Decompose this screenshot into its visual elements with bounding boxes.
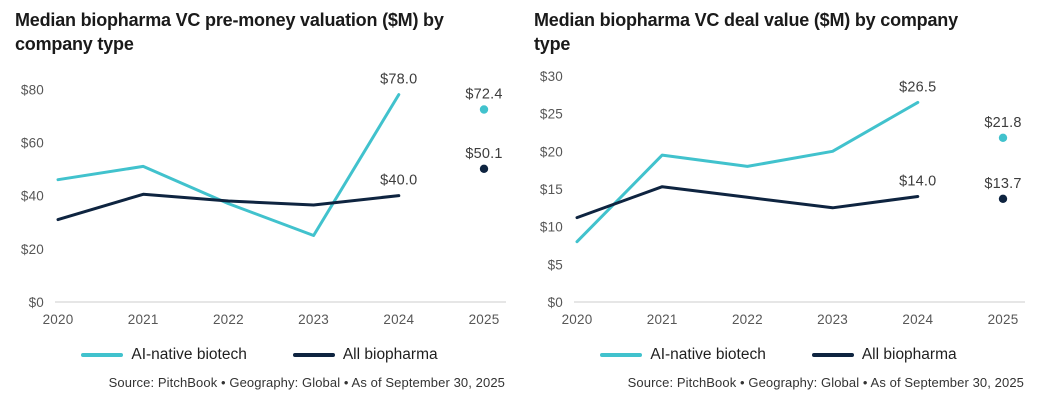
data-label-2025-ai-native-biotech: $72.4 — [465, 87, 502, 103]
data-label-2024-all-biopharma: $40.0 — [380, 173, 417, 189]
legend: AI-native biotech All biopharma — [519, 344, 1038, 366]
x-tick-label: 2020 — [43, 312, 74, 327]
legend-item-ai-native-biotech: AI-native biotech — [600, 346, 766, 364]
data-label-2025-all-biopharma: $13.7 — [984, 176, 1021, 192]
legend-line-swatch-teal — [600, 353, 643, 357]
series-line-ai-native-biotech — [56, 93, 401, 238]
y-tick-label: $20 — [21, 242, 44, 257]
source-note: Source: PitchBook • Geography: Global • … — [108, 375, 505, 391]
legend-line-swatch-navy — [292, 353, 335, 357]
series-line-all-biopharma — [575, 185, 920, 220]
x-tick-label: 2022 — [732, 312, 763, 327]
x-tick-label: 2024 — [383, 312, 414, 327]
deal-value-line-chart: $0 $5 $10 $15 $20 $25 $30 2020 2021 2022 2023 2024 2… — [540, 69, 1025, 327]
chart-title-valuation: Median biopharma VC pre-money valuation … — [15, 10, 444, 55]
legend-item-all-biopharma: All biopharma — [292, 346, 438, 364]
y-tick-label: $60 — [21, 136, 44, 151]
legend-label: AI-native biotech — [131, 346, 247, 364]
chart-panel-deal-value: Median biopharma VC deal value ($M) by c… — [519, 0, 1038, 420]
legend-item-all-biopharma: All biopharma — [811, 346, 957, 364]
x-tick-label: 2024 — [902, 312, 933, 327]
x-tick-label: 2021 — [647, 312, 678, 327]
chart-panel-pre-money-valuation: Median biopharma VC pre-money valuation … — [0, 10, 519, 391]
data-label-2024-ai-native-biotech: $78.0 — [380, 72, 417, 88]
x-tick-label: 2022 — [213, 312, 244, 327]
x-tick-label: 2023 — [298, 312, 329, 327]
x-tick-label: 2023 — [817, 312, 848, 327]
data-point-2025-ai-native-biotech — [998, 133, 1008, 143]
y-tick-label: $20 — [540, 145, 563, 160]
x-tick-label: 2020 — [562, 312, 593, 327]
series-line-ai-native-biotech — [575, 101, 920, 244]
data-label-2025-ai-native-biotech: $21.8 — [984, 115, 1021, 131]
chart-title-deal-value: Median biopharma VC deal value ($M) by c… — [534, 10, 958, 55]
y-tick-label: $0 — [29, 295, 44, 310]
data-label-2025-all-biopharma: $50.1 — [465, 146, 502, 162]
series-line-all-biopharma — [56, 193, 401, 222]
y-tick-label: $30 — [540, 69, 563, 84]
x-tick-label: 2021 — [128, 312, 159, 327]
data-point-2025-all-biopharma — [479, 164, 489, 174]
legend-label: All biopharma — [861, 346, 957, 364]
x-tick-label: 2025 — [469, 312, 500, 327]
legend-line-swatch-navy — [811, 353, 854, 357]
data-point-2025-all-biopharma — [998, 194, 1008, 204]
data-label-2024-ai-native-biotech: $26.5 — [899, 80, 936, 96]
y-tick-label: $40 — [21, 189, 44, 204]
legend-line-swatch-teal — [81, 353, 124, 357]
data-label-2024-all-biopharma: $14.0 — [899, 174, 936, 190]
y-tick-label: $25 — [540, 107, 563, 122]
y-tick-label: $15 — [540, 182, 563, 197]
legend-label: AI-native biotech — [650, 346, 766, 364]
y-tick-label: $0 — [548, 295, 563, 310]
y-tick-label: $5 — [548, 258, 563, 273]
valuation-line-chart: $0 $20 $40 $60 $80 2020 2021 2022 2023 2024 2025 $7… — [21, 72, 506, 327]
legend-label: All biopharma — [342, 346, 438, 364]
data-point-2025-ai-native-biotech — [479, 105, 489, 114]
legend: AI-native biotech All biopharma — [0, 344, 519, 366]
y-tick-label: $80 — [21, 83, 44, 98]
y-tick-label: $10 — [540, 220, 563, 235]
x-tick-label: 2025 — [988, 312, 1019, 327]
source-note: Source: PitchBook • Geography: Global • … — [627, 375, 1024, 391]
legend-item-ai-native-biotech: AI-native biotech — [81, 346, 247, 364]
